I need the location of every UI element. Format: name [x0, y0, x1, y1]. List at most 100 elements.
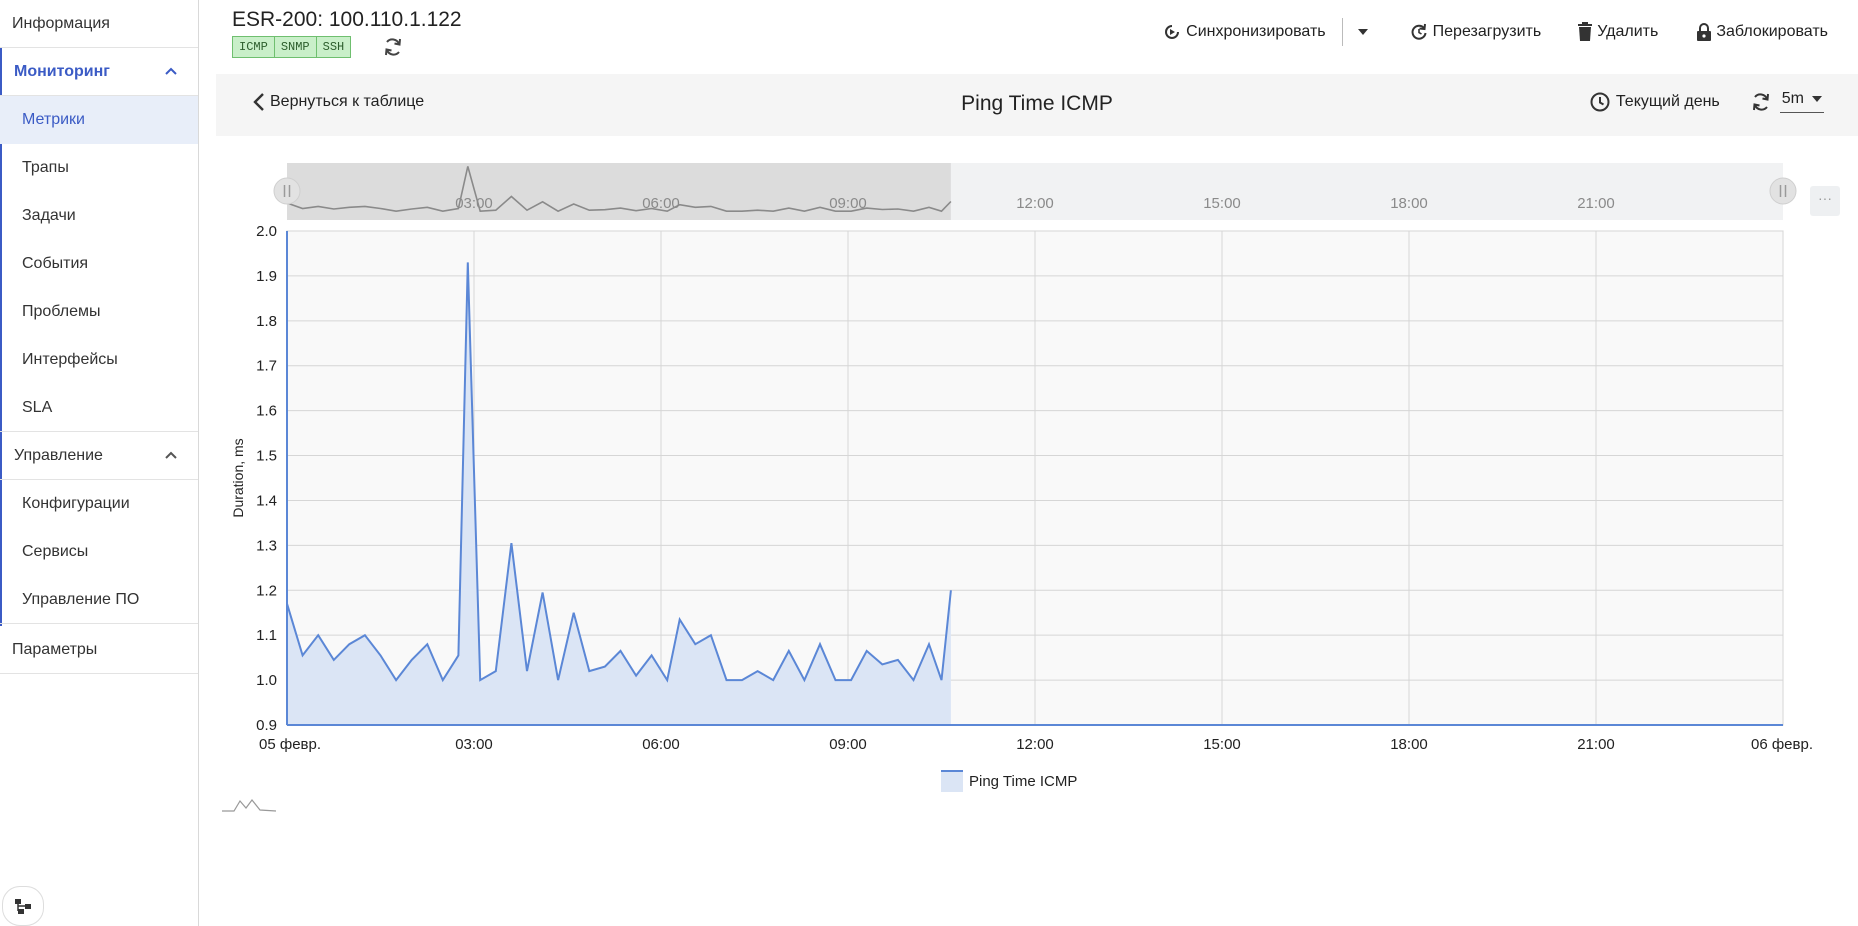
navigator-tick-label: 09:00 [829, 195, 867, 212]
sidebar-item-sla[interactable]: SLA [0, 384, 198, 432]
y-tick-label: 1.6 [256, 403, 277, 420]
caret-down-icon [1357, 29, 1368, 35]
sidebar-item-tasks[interactable]: Задачи [22, 207, 76, 224]
y-tick-label: 1.7 [256, 358, 277, 375]
chart-legend[interactable]: Ping Time ICMP [941, 770, 1077, 792]
y-tick-label: 1.9 [256, 268, 277, 285]
x-tick-label: 06:00 [642, 736, 680, 753]
sync-options-dropdown[interactable] [1357, 23, 1369, 41]
series-area [287, 262, 951, 725]
x-tick-label: 09:00 [829, 736, 867, 753]
y-tick-label: 1.8 [256, 313, 277, 330]
protocol-tags: ICMP SNMP SSH [232, 36, 352, 58]
refresh-interval: 5m [1750, 90, 1824, 113]
navigator-tick-label: 15:00 [1203, 195, 1241, 212]
device-toolbar: Синхронизировать Перезагрузить Удалить З… [1136, 18, 1828, 46]
trash-icon [1578, 22, 1593, 41]
x-tick-label: 21:00 [1577, 736, 1615, 753]
sidebar-item-configurations[interactable]: Конфигурации [22, 495, 130, 512]
sidebar-item-interfaces[interactable]: Интерфейсы [22, 351, 118, 368]
navigator-tick-label: 12:00 [1016, 195, 1054, 212]
navigator-handle-right[interactable] [1769, 177, 1797, 205]
caret-down-icon [1812, 96, 1822, 102]
x-tick-label: 03:00 [455, 736, 493, 753]
lock-icon [1697, 23, 1712, 41]
sidebar-group-monitoring[interactable]: Мониторинг [0, 48, 198, 96]
protocol-tag-snmp: SNMP [274, 36, 317, 58]
y-tick-label: 1.1 [256, 627, 277, 644]
sidebar-group-monitoring-label: Мониторинг [14, 62, 110, 80]
y-tick-label: 2.0 [256, 223, 277, 240]
y-tick-label: 1.0 [256, 672, 277, 689]
navigator-series-line [286, 166, 952, 213]
sidebar-item-info[interactable]: Информация [0, 0, 198, 48]
period-controls: Текущий день 5m [1590, 90, 1858, 113]
sidebar-item-problems[interactable]: Проблемы [22, 303, 101, 320]
navigator-tick-label: 03:00 [455, 195, 493, 212]
refresh-interval-select[interactable]: 5m [1779, 90, 1824, 113]
back-to-table-label: Вернуться к таблице [270, 93, 425, 110]
chart-navigator[interactable]: 03:00 06:00 09:00 12:00 15:00 18:00 21:00 [273, 163, 1797, 220]
sidebar: Информация Мониторинг Метрики Трапы Зада… [0, 0, 199, 926]
y-tick-label: 1.4 [256, 492, 277, 509]
sync-play-icon [1165, 25, 1180, 39]
x-tick-label: 05 февр. [259, 736, 321, 753]
reboot-button[interactable]: Перезагрузить [1409, 22, 1542, 42]
protocol-tag-ssh: SSH [316, 36, 352, 58]
chart-title: Ping Time ICMP [961, 92, 1113, 115]
period-label: Текущий день [1615, 92, 1720, 110]
sidebar-item-events[interactable]: События [22, 255, 89, 272]
x-tick-label: 06 февр. [1751, 736, 1813, 753]
chevron-up-icon [165, 67, 177, 75]
lock-button-label: Заблокировать [1716, 23, 1828, 40]
sync-button-label: Синхронизировать [1186, 23, 1326, 40]
x-tick-label: 18:00 [1390, 736, 1428, 753]
device-title: ESR-200: 100.110.1.122 [232, 8, 462, 31]
delete-button[interactable]: Удалить [1577, 22, 1658, 42]
navigator-handle-knob [273, 177, 301, 205]
sync-button[interactable]: Синхронизировать [1162, 22, 1326, 42]
chevron-left-icon [253, 93, 264, 111]
y-axis-label: Duration, ms [230, 438, 246, 517]
delete-button-label: Удалить [1597, 23, 1659, 40]
navigator-handle-knob [1769, 177, 1797, 205]
navigator-tick-label: 06:00 [642, 195, 680, 212]
toolbar-separator [1341, 18, 1343, 46]
sidebar-item-software[interactable]: Управление ПО [0, 576, 198, 624]
sidebar-item-params[interactable]: Параметры [0, 626, 198, 674]
navigator-tick-label: 21:00 [1577, 195, 1615, 212]
y-tick-labels: 0.9 1.0 1.1 1.2 1.3 1.4 1.5 1.6 1.7 1.8 1.9 2.0 [256, 223, 277, 734]
y-tick-label: 0.9 [256, 717, 277, 734]
chart-header: Вернуться к таблице Ping Time ICMP Текущ… [216, 74, 1858, 136]
tree-icon [15, 899, 31, 914]
reboot-icon [1411, 23, 1427, 40]
sidebar-item-traps[interactable]: Трапы [22, 159, 69, 176]
tree-view-button[interactable] [2, 886, 44, 926]
sidebar-item-metrics[interactable]: Метрики [0, 96, 198, 144]
navigator-handle-left[interactable] [273, 177, 301, 205]
protocol-tag-icmp: ICMP [232, 36, 275, 58]
series-line [286, 262, 952, 683]
chart-type-icon[interactable] [222, 799, 277, 812]
sidebar-group-management[interactable]: Управление [0, 432, 198, 480]
reboot-button-label: Перезагрузить [1432, 23, 1542, 40]
navigator-more-button[interactable]: ··· [1810, 186, 1840, 216]
navigator-tick-label: 18:00 [1390, 195, 1428, 212]
management-group-indicator [0, 432, 2, 626]
monitoring-group-indicator [0, 48, 2, 480]
x-tick-labels: 05 февр. 03:00 06:00 09:00 12:00 15:00 18:00 21… [259, 736, 1813, 753]
x-tick-label: 12:00 [1016, 736, 1054, 753]
refresh-icon[interactable] [382, 36, 404, 58]
period-selector[interactable]: Текущий день [1590, 92, 1720, 112]
y-tick-label: 1.2 [256, 582, 277, 599]
autorefresh-icon [1752, 92, 1769, 111]
lock-button[interactable]: Заблокировать [1696, 22, 1828, 42]
sidebar-group-management-label: Управление [14, 446, 103, 464]
x-tick-label: 15:00 [1203, 736, 1241, 753]
chart-grid [286, 230, 1784, 726]
sidebar-item-services[interactable]: Сервисы [22, 543, 89, 560]
legend-label: Ping Time ICMP [969, 773, 1077, 790]
chevron-up-icon [165, 451, 177, 459]
back-to-table-link[interactable]: Вернуться к таблице [252, 92, 424, 112]
